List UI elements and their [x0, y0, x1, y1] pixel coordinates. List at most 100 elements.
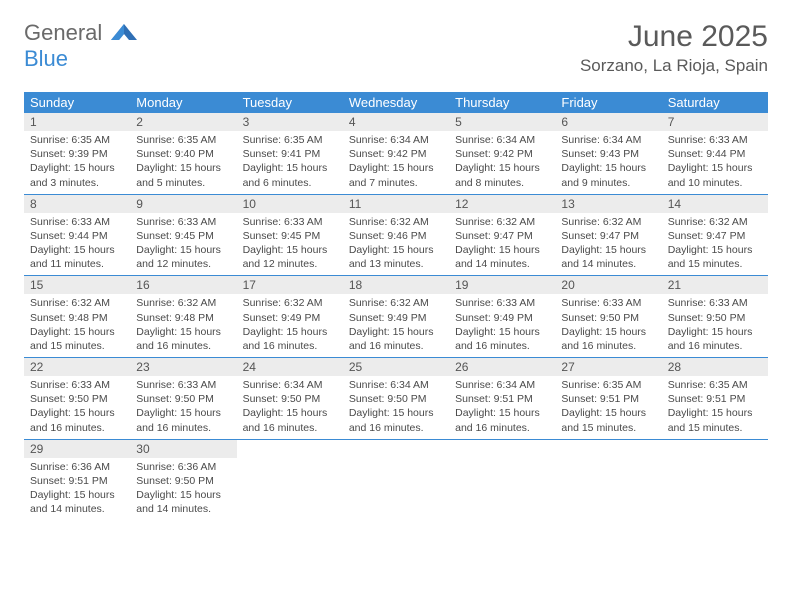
- sunrise-text: Sunrise: 6:36 AM: [136, 460, 230, 474]
- daylight-text: Daylight: 15 hours: [136, 161, 230, 175]
- calendar-day: 15Sunrise: 6:32 AMSunset: 9:48 PMDayligh…: [24, 276, 130, 357]
- daylight-text-2: and 5 minutes.: [136, 176, 230, 190]
- daylight-text: Daylight: 15 hours: [668, 161, 762, 175]
- day-details: Sunrise: 6:33 AMSunset: 9:50 PMDaylight:…: [662, 294, 768, 357]
- sunrise-text: Sunrise: 6:36 AM: [30, 460, 124, 474]
- daylight-text-2: and 16 minutes.: [30, 421, 124, 435]
- sunrise-text: Sunrise: 6:34 AM: [349, 133, 443, 147]
- day-details: Sunrise: 6:32 AMSunset: 9:49 PMDaylight:…: [237, 294, 343, 357]
- day-details: Sunrise: 6:34 AMSunset: 9:51 PMDaylight:…: [449, 376, 555, 439]
- day-details: Sunrise: 6:33 AMSunset: 9:44 PMDaylight:…: [24, 213, 130, 276]
- day-number: 29: [24, 440, 130, 458]
- day-number: 21: [662, 276, 768, 294]
- day-details: Sunrise: 6:32 AMSunset: 9:46 PMDaylight:…: [343, 213, 449, 276]
- calendar-day: 2 Sunrise: 6:35 AMSunset: 9:40 PMDaylight…: [130, 113, 236, 194]
- sunrise-text: Sunrise: 6:32 AM: [243, 296, 337, 310]
- sunset-text: Sunset: 9:43 PM: [561, 147, 655, 161]
- daylight-text-2: and 10 minutes.: [668, 176, 762, 190]
- day-details: Sunrise: 6:33 AMSunset: 9:50 PMDaylight:…: [24, 376, 130, 439]
- calendar-day: 4Sunrise: 6:34 AMSunset: 9:42 PMDaylight…: [343, 113, 449, 194]
- day-details: Sunrise: 6:35 AMSunset: 9:51 PMDaylight:…: [662, 376, 768, 439]
- day-number: 28: [662, 358, 768, 376]
- day-details: Sunrise: 6:33 AMSunset: 9:45 PMDaylight:…: [237, 213, 343, 276]
- daylight-text-2: and 6 minutes.: [243, 176, 337, 190]
- calendar-day: 13Sunrise: 6:32 AMSunset: 9:47 PMDayligh…: [555, 195, 661, 276]
- sunset-text: Sunset: 9:39 PM: [30, 147, 124, 161]
- sunrise-text: Sunrise: 6:34 AM: [455, 378, 549, 392]
- day-number: 24: [237, 358, 343, 376]
- day-details: Sunrise: 6:32 AMSunset: 9:49 PMDaylight:…: [343, 294, 449, 357]
- daylight-text: Daylight: 15 hours: [30, 406, 124, 420]
- day-number: 15: [24, 276, 130, 294]
- sunrise-text: Sunrise: 6:32 AM: [668, 215, 762, 229]
- daylight-text-2: and 16 minutes.: [455, 421, 549, 435]
- weekday-header: Thursday: [449, 92, 555, 113]
- day-details: Sunrise: 6:32 AMSunset: 9:48 PMDaylight:…: [130, 294, 236, 357]
- day-details: Sunrise: 6:34 AMSunset: 9:42 PMDaylight:…: [449, 131, 555, 194]
- day-number: 1: [24, 113, 130, 131]
- day-number: 13: [555, 195, 661, 213]
- calendar-day: 18Sunrise: 6:32 AMSunset: 9:49 PMDayligh…: [343, 276, 449, 357]
- sunrise-text: Sunrise: 6:34 AM: [243, 378, 337, 392]
- sunrise-text: Sunrise: 6:34 AM: [349, 378, 443, 392]
- day-number: 25: [343, 358, 449, 376]
- calendar-day: 22Sunrise: 6:33 AMSunset: 9:50 PMDayligh…: [24, 358, 130, 439]
- day-details: Sunrise: 6:32 AMSunset: 9:48 PMDaylight:…: [24, 294, 130, 357]
- sunset-text: Sunset: 9:49 PM: [349, 311, 443, 325]
- day-details: Sunrise: 6:34 AMSunset: 9:50 PMDaylight:…: [343, 376, 449, 439]
- daylight-text: Daylight: 15 hours: [136, 488, 230, 502]
- day-details: Sunrise: 6:35 AMSunset: 9:51 PMDaylight:…: [555, 376, 661, 439]
- calendar-day: [343, 440, 449, 521]
- calendar-day: 29Sunrise: 6:36 AMSunset: 9:51 PMDayligh…: [24, 440, 130, 521]
- daylight-text-2: and 16 minutes.: [136, 421, 230, 435]
- daylight-text-2: and 16 minutes.: [349, 339, 443, 353]
- calendar-day: 8Sunrise: 6:33 AMSunset: 9:44 PMDaylight…: [24, 195, 130, 276]
- calendar-day: 1Sunrise: 6:35 AMSunset: 9:39 PMDaylight…: [24, 113, 130, 194]
- header: General Blue June 2025 Sorzano, La Rioja…: [0, 0, 792, 86]
- day-number: 10: [237, 195, 343, 213]
- day-number: 4: [343, 113, 449, 131]
- sunset-text: Sunset: 9:50 PM: [136, 474, 230, 488]
- logo-part2: Blue: [24, 46, 68, 71]
- daylight-text-2: and 13 minutes.: [349, 257, 443, 271]
- day-number: [662, 440, 768, 444]
- sunrise-text: Sunrise: 6:32 AM: [30, 296, 124, 310]
- calendar-day: 16Sunrise: 6:32 AMSunset: 9:48 PMDayligh…: [130, 276, 236, 357]
- sunrise-text: Sunrise: 6:35 AM: [561, 378, 655, 392]
- day-details: Sunrise: 6:33 AMSunset: 9:45 PMDaylight:…: [130, 213, 236, 276]
- daylight-text-2: and 14 minutes.: [561, 257, 655, 271]
- sunset-text: Sunset: 9:40 PM: [136, 147, 230, 161]
- sunrise-text: Sunrise: 6:35 AM: [243, 133, 337, 147]
- calendar-day: 23Sunrise: 6:33 AMSunset: 9:50 PMDayligh…: [130, 358, 236, 439]
- daylight-text-2: and 11 minutes.: [30, 257, 124, 271]
- sunrise-text: Sunrise: 6:33 AM: [30, 378, 124, 392]
- calendar-week: 1 Sunrise: 6:35 AM Sunset: 9:39 PM Daylight…: [24, 113, 768, 194]
- day-details: Sunrise: 6:32 AMSunset: 9:47 PMDaylight:…: [662, 213, 768, 276]
- daylight-text-2: and 12 minutes.: [243, 257, 337, 271]
- page-title: June 2025: [580, 20, 768, 54]
- daylight-text: Daylight: 15 hours: [243, 406, 337, 420]
- daylight-text: Daylight: 15 hours: [136, 243, 230, 257]
- sunrise-text: Sunrise: 6:35 AM: [136, 133, 230, 147]
- daylight-text-2: and 15 minutes.: [668, 421, 762, 435]
- logo-part1: General: [24, 20, 102, 45]
- calendar-week: 22Sunrise: 6:33 AMSunset: 9:50 PMDayligh…: [24, 357, 768, 439]
- calendar-day: [449, 440, 555, 521]
- sunset-text: Sunset: 9:47 PM: [455, 229, 549, 243]
- day-number: [449, 440, 555, 444]
- calendar-day: 6Sunrise: 6:34 AMSunset: 9:43 PMDaylight…: [555, 113, 661, 194]
- sunrise-text: Sunrise: 6:33 AM: [668, 133, 762, 147]
- daylight-text: Daylight: 15 hours: [349, 161, 443, 175]
- daylight-text-2: and 9 minutes.: [561, 176, 655, 190]
- sunset-text: Sunset: 9:45 PM: [243, 229, 337, 243]
- sunset-text: Sunset: 9:48 PM: [136, 311, 230, 325]
- day-number: 12: [449, 195, 555, 213]
- sunrise-text: Sunrise: 6:33 AM: [136, 378, 230, 392]
- daylight-text: Daylight: 15 hours: [136, 325, 230, 339]
- day-number: 2: [130, 113, 236, 131]
- daylight-text-2: and 8 minutes.: [455, 176, 549, 190]
- weekday-header: Sunday: [24, 92, 130, 113]
- sunset-text: Sunset: 9:50 PM: [136, 392, 230, 406]
- day-number: 19: [449, 276, 555, 294]
- daylight-text: Daylight: 15 hours: [561, 325, 655, 339]
